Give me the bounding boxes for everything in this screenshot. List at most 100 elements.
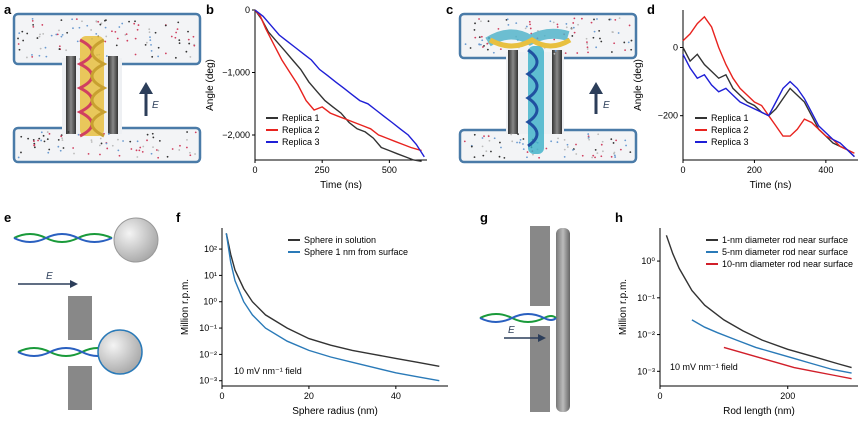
ion-dot bbox=[581, 154, 584, 157]
ion-dot bbox=[563, 138, 566, 141]
ion-dot bbox=[565, 23, 568, 25]
ion-dot bbox=[61, 137, 64, 140]
legend-label-h-1: 1-nm diameter rod near surface bbox=[722, 235, 848, 245]
ion-dot bbox=[58, 45, 61, 48]
ion-dot bbox=[577, 23, 579, 26]
ion-dot bbox=[615, 139, 618, 142]
ion-dot bbox=[478, 18, 480, 20]
pore-wall-right-a bbox=[108, 56, 118, 134]
ion-dot bbox=[515, 22, 518, 24]
ion-dot bbox=[485, 150, 488, 153]
ion-dot bbox=[17, 156, 20, 159]
ion-dot bbox=[585, 37, 588, 40]
y-axis-label-f: Million r.p.m. bbox=[180, 279, 191, 335]
series-line-b-2 bbox=[254, 9, 422, 152]
ion-dot bbox=[473, 156, 476, 158]
ion-dot bbox=[57, 138, 60, 141]
ion-dot bbox=[95, 20, 98, 23]
ion-particles-c bbox=[463, 17, 633, 159]
ion-dot bbox=[75, 18, 78, 21]
legend-label-h-3: 10-nm diameter rod near surface bbox=[722, 259, 853, 269]
ion-dot bbox=[136, 140, 139, 143]
ion-dot bbox=[595, 46, 598, 49]
ion-dot bbox=[26, 56, 28, 59]
ion-dot bbox=[17, 37, 19, 40]
ion-dot bbox=[612, 142, 615, 144]
x-tick-label-d: 0 bbox=[680, 165, 685, 175]
panel-letter-a: a bbox=[4, 2, 12, 17]
x-tick-label-d: 200 bbox=[747, 165, 762, 175]
ion-dot bbox=[99, 23, 102, 26]
ion-dot bbox=[463, 140, 466, 143]
ion-dot bbox=[483, 45, 485, 47]
pore-top-g bbox=[530, 226, 550, 306]
ion-dot bbox=[481, 39, 484, 42]
ion-dot bbox=[522, 138, 525, 140]
field-annotation-h: 10 mV nm⁻¹ field bbox=[670, 362, 738, 372]
x-axis-label-b: Time (ns) bbox=[320, 180, 362, 191]
ion-dot bbox=[55, 33, 58, 36]
panel-letter-g: g bbox=[480, 210, 488, 225]
ion-dot bbox=[613, 154, 616, 157]
legend-label-h-2: 5-nm diameter rod near surface bbox=[722, 247, 848, 257]
ion-dot bbox=[60, 135, 63, 138]
ion-dot bbox=[549, 20, 552, 23]
ion-dot bbox=[150, 43, 152, 46]
ion-dot bbox=[586, 41, 588, 44]
ion-dot bbox=[525, 25, 528, 28]
field-annotation-f: 10 mV nm⁻¹ field bbox=[234, 366, 302, 376]
ion-dot bbox=[575, 143, 577, 146]
ion-dot bbox=[592, 154, 595, 157]
ion-dot bbox=[121, 22, 124, 25]
ion-dot bbox=[31, 19, 34, 22]
dna-helix-c bbox=[485, 28, 572, 154]
ion-dot bbox=[104, 19, 106, 22]
ion-dot bbox=[100, 142, 103, 145]
ion-dot bbox=[18, 32, 21, 35]
ion-dot bbox=[155, 149, 158, 151]
y-tick-label-b: 0 bbox=[245, 5, 250, 15]
ion-dot bbox=[151, 55, 154, 58]
ion-dot bbox=[73, 152, 75, 155]
ion-dot bbox=[149, 39, 152, 42]
pore-wall-left-a bbox=[66, 56, 76, 134]
ion-dot bbox=[628, 24, 631, 27]
ion-dot bbox=[614, 156, 617, 158]
ion-dot bbox=[60, 19, 63, 22]
panel-letter-b: b bbox=[206, 2, 214, 17]
ion-dot bbox=[86, 24, 89, 27]
ion-dot bbox=[586, 42, 589, 45]
ion-dot bbox=[473, 133, 476, 136]
ion-dot bbox=[66, 31, 69, 34]
ion-dot bbox=[189, 154, 192, 157]
ion-dot bbox=[58, 48, 61, 50]
ion-dot bbox=[141, 151, 144, 153]
sphere-in-solution bbox=[113, 217, 159, 263]
x-tick-label-h: 200 bbox=[780, 391, 795, 401]
ion-dot bbox=[498, 155, 501, 158]
dna-strand-g-1 bbox=[479, 313, 557, 323]
ion-dot bbox=[118, 26, 121, 28]
ion-dot bbox=[164, 52, 167, 55]
dna-strand-g-2 bbox=[479, 313, 557, 323]
ion-dot bbox=[136, 156, 139, 158]
ion-dot bbox=[610, 51, 613, 53]
pore-bottom-g bbox=[530, 326, 550, 412]
ion-dot bbox=[104, 26, 107, 29]
ion-dot bbox=[188, 42, 191, 45]
ion-dot bbox=[148, 28, 151, 31]
ion-dot bbox=[600, 143, 603, 146]
ion-dot bbox=[150, 152, 153, 155]
ion-dot bbox=[48, 132, 51, 135]
y-tick-label-h: 10⁻³ bbox=[637, 366, 655, 376]
legend-label-d-2: Replica 2 bbox=[711, 125, 749, 135]
ion-dot bbox=[479, 43, 482, 46]
ion-dot bbox=[107, 133, 110, 135]
series-line-d-3 bbox=[682, 53, 855, 158]
ion-dot bbox=[157, 46, 160, 49]
ion-dot bbox=[492, 51, 495, 54]
ion-dot bbox=[61, 33, 64, 36]
y-tick-label-b: −2,000 bbox=[222, 130, 250, 140]
ion-dot bbox=[40, 131, 43, 134]
ion-dot bbox=[478, 43, 481, 46]
